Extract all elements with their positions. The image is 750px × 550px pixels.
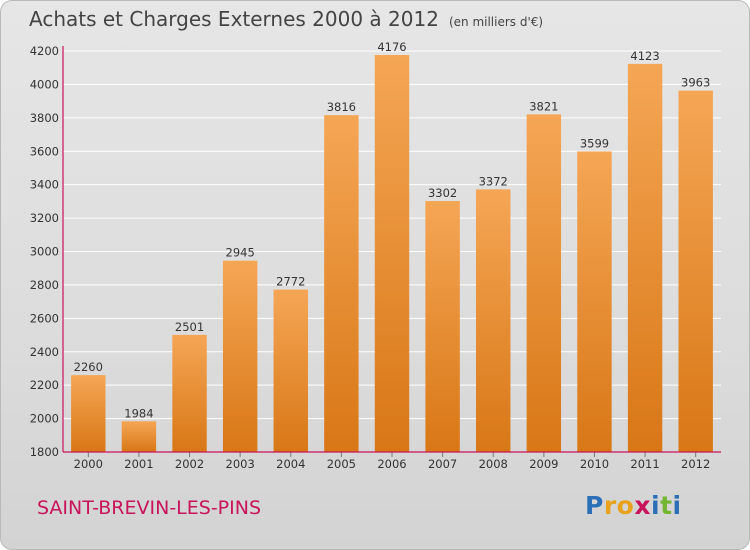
chart-title: Achats et Charges Externes 2000 à 2012 (e… [29,7,543,31]
logo-letter: r [603,491,617,520]
x-tick-label: 2004 [276,457,305,471]
y-tick-label: 2200 [30,378,59,392]
bar [627,63,663,452]
bar [172,334,207,452]
logo-letter: t [660,491,673,520]
x-tick-label: 2002 [175,457,204,471]
bar [577,151,612,452]
y-tick-label: 3400 [30,178,59,192]
bar [526,114,562,452]
bar-value-label: 3821 [529,99,558,113]
bar-value-label: 4176 [377,40,406,54]
x-tick-label: 2011 [630,457,659,471]
bar-value-label: 3302 [428,186,457,200]
bar-value-label: 1984 [124,406,153,420]
y-tick-label: 3600 [30,144,59,158]
y-tick-label: 3000 [30,245,59,259]
y-tick-label: 3200 [30,211,59,225]
bar [374,55,410,452]
logo-letter: o [616,491,635,520]
bar-value-label: 3816 [327,100,356,114]
bar-value-label: 3372 [479,174,508,188]
x-tick-label: 2008 [479,457,508,471]
logo-letter: i [672,491,682,520]
y-tick-label: 1800 [30,445,59,459]
x-tick-label: 2003 [226,457,255,471]
bar-value-label: 2260 [74,360,103,374]
logo-letter: i [651,491,661,520]
bar [273,289,308,452]
x-tick-label: 2012 [681,457,710,471]
x-tick-label: 2009 [529,457,558,471]
bar-value-label: 3599 [580,136,609,150]
bar-value-label: 4123 [630,49,659,63]
city-name: SAINT-BREVIN-LES-PINS [37,497,262,519]
proxiti-logo: Proxiti [585,491,682,520]
y-tick-label: 4000 [30,77,59,91]
x-tick-label: 2001 [124,457,153,471]
logo-letter: x [634,491,651,520]
y-tick-label: 2400 [30,345,59,359]
y-tick-label: 2600 [30,311,59,325]
x-tick-label: 2010 [580,457,609,471]
bar [476,189,511,452]
bar-value-label: 2501 [175,320,204,334]
bar [121,421,157,452]
bar [324,115,359,452]
x-tick-label: 2005 [327,457,356,471]
x-tick-label: 2000 [74,457,103,471]
chart-unit: (en milliers d'€) [448,15,544,29]
y-tick-label: 2800 [30,278,59,292]
y-tick-label: 4200 [30,44,59,58]
bar [71,375,106,452]
bar-value-label: 2772 [276,275,305,289]
bar [678,90,713,452]
bar [425,201,460,452]
y-tick-label: 2000 [30,412,59,426]
bar-value-label: 3963 [681,76,710,90]
y-tick-label: 3800 [30,111,59,125]
logo-letter: P [585,491,604,520]
bar [222,260,258,452]
chart-title-text: Achats et Charges Externes 2000 à 2012 [29,7,439,31]
bar-value-label: 2945 [226,246,255,260]
x-tick-label: 2007 [428,457,457,471]
x-tick-label: 2006 [377,457,406,471]
